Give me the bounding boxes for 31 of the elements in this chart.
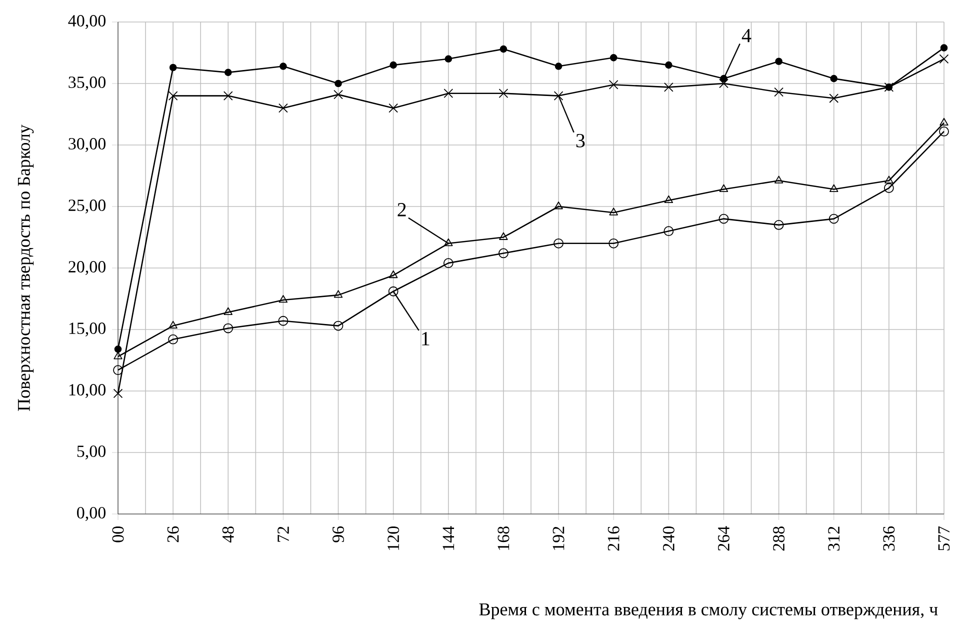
- y-tick-label: 5,00: [77, 446, 106, 460]
- annotation: 1: [422, 332, 430, 346]
- x-tick-label: 288: [773, 526, 785, 551]
- y-tick-label: 15,00: [69, 322, 106, 337]
- y-tick-label: 30,00: [68, 138, 106, 152]
- x-tick-label: 168: [498, 526, 510, 550]
- x-tick-label: 72: [278, 526, 289, 542]
- x-axis-title: Время с момента введения в смолу системы отверждения, ч: [479, 604, 938, 620]
- y-tick-label: 10,00: [69, 384, 106, 398]
- x-tick-label: 312: [828, 526, 840, 551]
- x-tick-label: 192: [552, 526, 564, 550]
- y-tick-label: 40,00: [68, 15, 106, 30]
- y-tick-label: 20,00: [68, 261, 106, 276]
- x-tick-label: 264: [718, 526, 730, 551]
- x-tick-label: 577: [938, 526, 950, 550]
- x-tick-label: 240: [662, 526, 674, 551]
- y-tick-label: 0,00: [77, 507, 106, 522]
- x-tick-label: 26: [167, 526, 179, 542]
- y-tick-label: 25,00: [68, 200, 106, 214]
- x-tick-label: 336: [883, 526, 895, 551]
- x-tick-label: 48: [222, 526, 234, 543]
- x-tick-label: 00: [112, 526, 124, 542]
- x-tick-label: 144: [442, 526, 454, 550]
- x-tick-label: 216: [608, 526, 620, 551]
- y-tick-label: 35,00: [68, 76, 106, 91]
- x-tick-label: 96: [332, 526, 344, 542]
- x-tick-label: 120: [388, 526, 400, 550]
- annotation: 2: [398, 203, 406, 216]
- annotation: 4: [742, 29, 752, 42]
- annotation: 3: [576, 134, 585, 148]
- y-axis-title: Поверхностная твердость по Барколу: [18, 124, 34, 412]
